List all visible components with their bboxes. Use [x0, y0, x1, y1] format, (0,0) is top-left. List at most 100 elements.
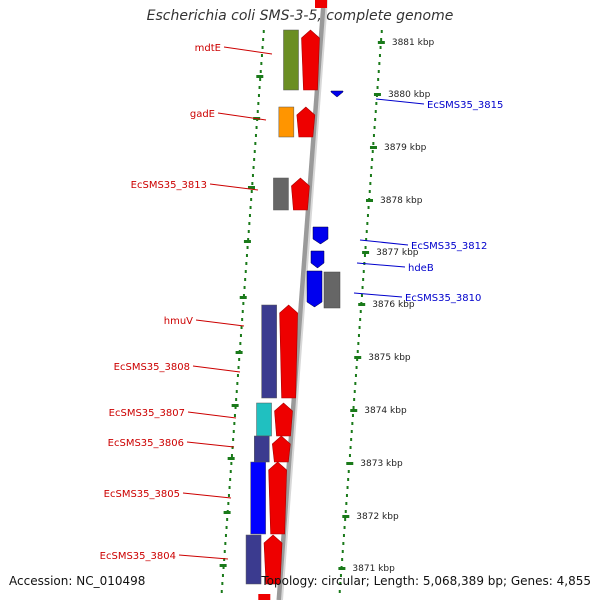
tick-dot	[247, 230, 250, 233]
tick-dot	[373, 126, 376, 129]
forward-gene-label: gadE	[190, 109, 215, 120]
tick-dot	[359, 318, 362, 321]
tick-dot	[260, 54, 263, 57]
tick-dot	[253, 150, 256, 153]
tick-dot	[228, 486, 231, 489]
genome-backbone	[276, 0, 328, 601]
left-tick	[235, 351, 243, 354]
tick-dot	[371, 150, 374, 153]
kbp-tick	[373, 93, 381, 96]
tick-dot	[242, 302, 245, 305]
tick-dot	[378, 62, 381, 65]
leader-line	[187, 411, 237, 419]
tick-dot	[356, 358, 359, 361]
gene-features	[245, 0, 344, 600]
forward-cds-arrow	[279, 304, 298, 399]
tick-dot	[362, 278, 365, 281]
gene-block-mdtE	[283, 29, 299, 91]
tick-dot	[258, 86, 261, 89]
tick-dot	[246, 246, 249, 249]
forward-gene-label: EcSMS35_3806	[108, 438, 184, 449]
tick-dot	[366, 214, 369, 217]
tick-dot	[341, 558, 344, 561]
tick-dot	[231, 446, 234, 449]
kbp-label: 3871 kbp	[352, 564, 395, 574]
tick-dot	[374, 118, 377, 121]
leader-line	[195, 319, 245, 327]
tick-dot	[371, 158, 374, 161]
tick-dot	[377, 78, 380, 81]
backbone-highlight	[281, 0, 328, 601]
tick-dot	[233, 414, 236, 417]
kbp-label: 3881 kbp	[392, 38, 435, 48]
tick-dot	[364, 246, 367, 249]
forward-cds-arrow	[296, 106, 316, 138]
right-dotted-guide	[338, 30, 383, 593]
tick-dot	[380, 38, 383, 41]
tick-dot	[353, 390, 356, 393]
tick-dot	[365, 230, 368, 233]
tick-dot	[242, 294, 245, 297]
leader-line	[359, 239, 409, 246]
kbp-label: 3877 kbp	[376, 248, 419, 258]
backbone-line	[276, 0, 327, 601]
tick-dot	[365, 238, 368, 241]
tick-dot	[378, 54, 381, 57]
forward-gene-label: EcSMS35_3808	[114, 362, 190, 373]
leader-line	[182, 492, 232, 499]
tick-dot	[250, 190, 253, 193]
tick-dot	[353, 398, 356, 401]
left-tick	[227, 457, 235, 460]
left-tick	[256, 75, 264, 78]
tick-dot	[235, 390, 238, 393]
reverse-gene-label: EcSMS35_3810	[405, 293, 481, 304]
tick-dot	[347, 470, 350, 473]
tick-dot	[262, 30, 265, 33]
leader-line	[375, 98, 425, 105]
leader-line	[186, 441, 235, 448]
tick-dot	[374, 110, 377, 113]
tick-dot	[239, 334, 242, 337]
tick-dot	[223, 558, 226, 561]
tick-dot	[240, 326, 243, 329]
leader-line	[209, 183, 259, 191]
tick-dot	[360, 294, 363, 297]
tick-dot	[375, 102, 378, 105]
page-title: Escherichia coli SMS-3-5, complete genom…	[146, 8, 454, 24]
kbp-tick	[366, 199, 373, 202]
tick-dot	[234, 406, 237, 409]
left-tick	[239, 296, 247, 299]
tick-dot	[344, 518, 347, 521]
tick-dot	[241, 310, 244, 313]
tick-dot	[235, 398, 238, 401]
tick-dot	[221, 574, 224, 577]
tick-dot	[251, 182, 254, 185]
forward-cds-arrow	[301, 29, 320, 91]
forward-gene-label: EcSMS35_3813	[131, 180, 207, 191]
tick-dot	[227, 494, 230, 497]
tick-dot	[220, 590, 223, 593]
accession-text: Accession: NC_010498	[9, 574, 146, 588]
tick-dot	[342, 534, 345, 537]
tick-dot	[367, 206, 370, 209]
gene-labels: mdtE gadE EcSMS35_3813 hmuV EcSMS35_3808 EcSM…	[100, 43, 504, 562]
tick-dot	[370, 166, 373, 169]
left-tick	[243, 240, 251, 243]
tick-dot	[237, 366, 240, 369]
tick-dot	[369, 174, 372, 177]
reverse-cds-EcSMS35-3815	[330, 90, 344, 98]
tick-dot	[372, 142, 375, 145]
tick-dots	[219, 30, 385, 593]
kbp-label: 3872 kbp	[356, 512, 399, 522]
tick-dot	[350, 438, 353, 441]
tick-dot	[245, 262, 248, 265]
tick-dot	[224, 542, 227, 545]
tick-dot	[236, 382, 239, 385]
tick-dot	[366, 222, 369, 225]
tick-dot	[238, 358, 241, 361]
tick-dot	[233, 422, 236, 425]
tick-dot	[226, 518, 229, 521]
tick-dot	[230, 454, 233, 457]
